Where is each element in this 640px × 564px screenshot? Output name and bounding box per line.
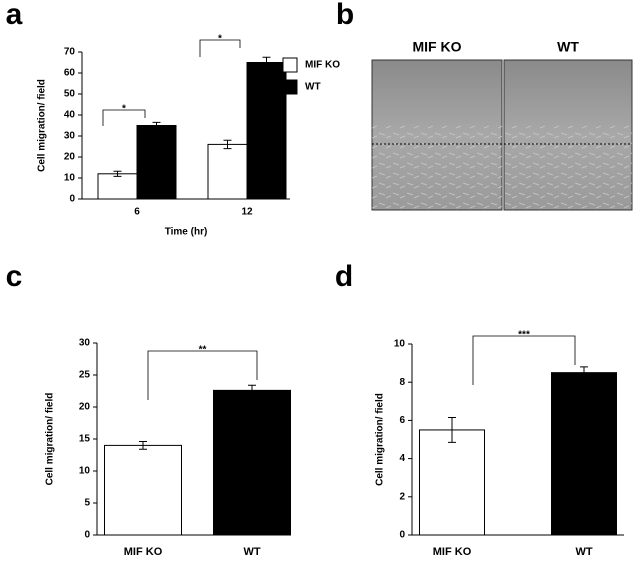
legend-label: MIF KO <box>305 60 340 71</box>
y-axis-title: Cell migration/ field <box>45 393 56 486</box>
image-title: MIF KO <box>413 39 462 55</box>
significance-bracket <box>199 39 241 57</box>
bar <box>136 125 177 200</box>
y-tick-label: 20 <box>64 152 76 163</box>
x-tick-label: 6 <box>134 207 140 218</box>
legend-swatch <box>282 79 298 95</box>
y-tick-label: 4 <box>399 453 405 464</box>
y-tick-label: 2 <box>399 491 405 502</box>
y-tick-label: 20 <box>79 402 91 413</box>
significance-label: *** <box>518 330 530 341</box>
bar <box>213 389 291 536</box>
y-tick-label: 8 <box>399 377 405 388</box>
x-tick-label: WT <box>243 546 260 558</box>
bar <box>97 173 138 200</box>
significance-label: ** <box>199 345 207 356</box>
x-tick-label: MIF KO <box>433 546 472 558</box>
y-tick-label: 0 <box>69 194 75 205</box>
significance-bracket <box>472 335 576 385</box>
y-tick-label: 30 <box>79 338 91 349</box>
bar <box>419 429 485 536</box>
significance-label: * <box>122 104 126 115</box>
x-tick-label: MIF KO <box>124 546 163 558</box>
y-tick-label: 6 <box>399 415 405 426</box>
bar <box>207 143 248 200</box>
error-bar <box>223 139 232 150</box>
error-bar <box>448 417 456 443</box>
x-tick-label: WT <box>575 546 592 558</box>
error-bar <box>248 384 256 396</box>
y-tick-label: 15 <box>79 434 91 445</box>
error-bar <box>262 56 271 69</box>
legend-swatch <box>282 57 298 73</box>
error-bar <box>113 170 122 177</box>
y-tick-label: 5 <box>84 498 90 509</box>
y-axis-title: Cell migration/ field <box>37 79 48 172</box>
micrograph-cells <box>372 125 502 210</box>
panel-label: c <box>6 260 23 293</box>
significance-bracket <box>147 350 258 400</box>
y-tick-label: 60 <box>64 68 76 79</box>
bar <box>551 372 617 536</box>
bar <box>104 444 182 536</box>
y-tick-label: 25 <box>79 370 91 381</box>
y-axis-title: Cell migration/ field <box>375 393 386 486</box>
x-axis-title: Time (hr) <box>165 227 208 238</box>
y-tick-label: 10 <box>79 466 91 477</box>
bar <box>246 62 287 200</box>
y-tick-label: 0 <box>84 530 90 541</box>
x-tick-label: 12 <box>241 207 253 218</box>
y-tick-label: 10 <box>394 339 406 350</box>
panel-label: a <box>6 0 23 31</box>
legend-label: WT <box>305 82 321 93</box>
significance-label: * <box>218 34 222 45</box>
y-tick-label: 30 <box>64 131 76 142</box>
panel-label: d <box>335 260 353 293</box>
y-tick-label: 0 <box>399 530 405 541</box>
y-tick-label: 10 <box>64 173 76 184</box>
y-tick-label: 50 <box>64 89 76 100</box>
error-bar <box>580 366 588 379</box>
error-bar <box>139 441 147 450</box>
error-bar <box>152 121 161 130</box>
micrograph-cells <box>504 125 632 210</box>
y-tick-label: 40 <box>64 110 76 121</box>
significance-bracket <box>102 109 146 126</box>
panel-label: b <box>336 0 354 31</box>
y-tick-label: 70 <box>64 47 76 58</box>
image-title: WT <box>557 39 579 55</box>
